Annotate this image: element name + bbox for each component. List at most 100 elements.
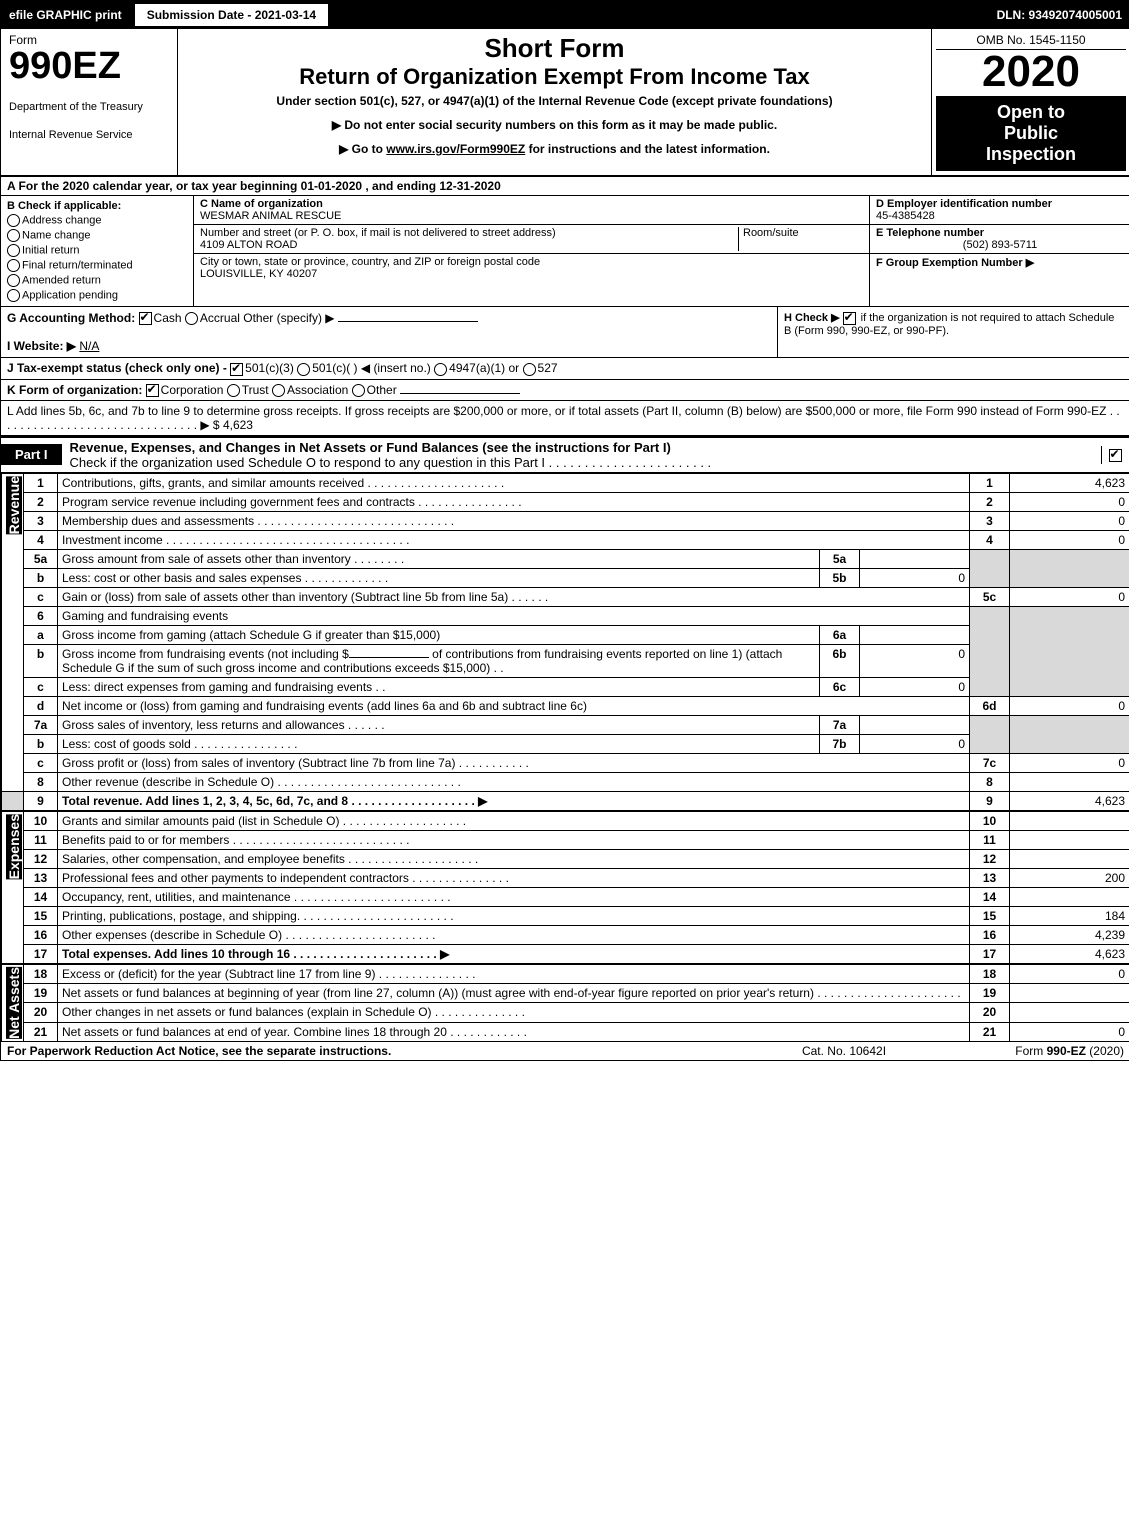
line-16-desc: Other expenses (describe in Schedule O) … [58, 925, 970, 944]
line-21-desc: Net assets or fund balances at end of ye… [58, 1022, 970, 1041]
line-2-desc: Program service revenue including govern… [58, 492, 970, 511]
checkbox-corporation[interactable] [146, 384, 159, 397]
checkbox-name-change[interactable] [7, 229, 20, 242]
line-6d-desc: Net income or (loss) from gaming and fun… [58, 696, 970, 715]
line-15-desc: Printing, publications, postage, and shi… [58, 906, 970, 925]
line-5b-desc: Less: cost or other basis and sales expe… [58, 568, 820, 587]
line-7a-desc: Gross sales of inventory, less returns a… [58, 715, 820, 734]
line-10-desc: Grants and similar amounts paid (list in… [58, 811, 970, 830]
group-exemption-label: F Group Exemption Number ▶ [876, 257, 1034, 269]
line-20-desc: Other changes in net assets or fund bala… [58, 1003, 970, 1022]
topbar: efile GRAPHIC print Submission Date - 20… [1, 1, 1129, 29]
box-b-title: B Check if applicable: [7, 200, 121, 212]
expenses-sidebar: Expenses [6, 814, 22, 879]
line-14-desc: Occupancy, rent, utilities, and maintena… [58, 887, 970, 906]
checkbox-amended-return[interactable] [7, 274, 20, 287]
line-5b-amt: 0 [860, 568, 970, 587]
line-9-amt: 4,623 [1010, 791, 1129, 810]
part-1-check-text: Check if the organization used Schedule … [70, 455, 712, 470]
part-1-badge: Part I [1, 444, 62, 465]
line-15-amt: 184 [1010, 906, 1129, 925]
city-label: City or town, state or province, country… [200, 256, 540, 268]
netassets-table: Net Assets 18 Excess or (deficit) for th… [1, 964, 1129, 1042]
line-13-desc: Professional fees and other payments to … [58, 868, 970, 887]
department-2: Internal Revenue Service [9, 129, 169, 141]
line-h: H Check ▶ if the organization is not req… [777, 307, 1129, 357]
title-return: Return of Organization Exempt From Incom… [186, 64, 923, 90]
line-16-amt: 4,239 [1010, 925, 1129, 944]
line-7c-desc: Gross profit or (loss) from sales of inv… [58, 753, 970, 772]
line-17-desc: Total expenses. Add lines 10 through 16 … [58, 944, 970, 963]
line-9-desc: Total revenue. Add lines 1, 2, 3, 4, 5c,… [58, 791, 970, 810]
line-8-desc: Other revenue (describe in Schedule O) .… [58, 772, 970, 791]
box-b: B Check if applicable: Address change Na… [1, 196, 194, 306]
line-7c-amt: 0 [1010, 753, 1129, 772]
line-5a-desc: Gross amount from sale of assets other t… [58, 549, 820, 568]
revenue-sidebar: Revenue [6, 476, 22, 534]
checkbox-4947[interactable] [434, 363, 447, 376]
line-6-desc: Gaming and fundraising events [58, 606, 970, 625]
line-4-desc: Investment income . . . . . . . . . . . … [58, 530, 970, 549]
ein: 45-4385428 [876, 210, 935, 222]
dln: DLN: 93492074005001 [989, 4, 1129, 26]
line-2-amt: 0 [1010, 492, 1129, 511]
line-21-amt: 0 [1010, 1022, 1129, 1041]
note-goto-pre: ▶ Go to [339, 142, 386, 156]
line-5c-desc: Gain or (loss) from sale of assets other… [58, 587, 970, 606]
box-def: D Employer identification number 45-4385… [869, 196, 1129, 306]
line-j: J Tax-exempt status (check only one) - 5… [1, 358, 1129, 379]
phone: (502) 893-5711 [876, 239, 1124, 251]
line-6c-desc: Less: direct expenses from gaming and fu… [58, 677, 820, 696]
line-1-desc: Contributions, gifts, grants, and simila… [58, 473, 970, 492]
footer-paperwork: For Paperwork Reduction Act Notice, see … [7, 1044, 764, 1058]
revenue-table: Revenue 1 Contributions, gifts, grants, … [1, 473, 1129, 811]
phone-label: E Telephone number [876, 227, 984, 239]
line-11-desc: Benefits paid to or for members . . . . … [58, 830, 970, 849]
checkbox-501c3[interactable] [230, 363, 243, 376]
line-18-desc: Excess or (deficit) for the year (Subtra… [58, 964, 970, 983]
line-13-amt: 200 [1010, 868, 1129, 887]
checkbox-other-org[interactable] [352, 384, 365, 397]
line-6c-amt: 0 [860, 677, 970, 696]
department-1: Department of the Treasury [9, 101, 169, 113]
checkbox-final-return[interactable] [7, 259, 20, 272]
website-label: I Website: ▶ [7, 339, 76, 353]
line-6a-desc: Gross income from gaming (attach Schedul… [58, 625, 820, 644]
line-18-amt: 0 [1010, 964, 1129, 983]
line-6d-amt: 0 [1010, 696, 1129, 715]
line-a: A For the 2020 calendar year, or tax yea… [1, 177, 1129, 196]
checkbox-501c[interactable] [297, 363, 310, 376]
footer-formid: Form 990-EZ (2020) [924, 1044, 1124, 1058]
line-19-desc: Net assets or fund balances at beginning… [58, 984, 970, 1003]
form-number: 990EZ [9, 47, 169, 85]
checkbox-application-pending[interactable] [7, 289, 20, 302]
efile-label: efile GRAPHIC print [1, 4, 130, 26]
box-c: C Name of organization WESMAR ANIMAL RES… [194, 196, 869, 306]
org-name-label: C Name of organization [200, 198, 323, 210]
checkbox-accrual[interactable] [185, 312, 198, 325]
checkbox-part1-schedo[interactable] [1109, 449, 1122, 462]
line-12-desc: Salaries, other compensation, and employ… [58, 849, 970, 868]
expenses-table: Expenses 10 Grants and similar amounts p… [1, 811, 1129, 964]
irs-link[interactable]: www.irs.gov/Form990EZ [386, 142, 525, 156]
line-3-amt: 0 [1010, 511, 1129, 530]
checkbox-trust[interactable] [227, 384, 240, 397]
checkbox-association[interactable] [272, 384, 285, 397]
part-1-title: Revenue, Expenses, and Changes in Net As… [70, 440, 671, 455]
street: 4109 ALTON ROAD [200, 239, 297, 251]
part-1-header: Part I Revenue, Expenses, and Changes in… [1, 436, 1129, 473]
footer-catno: Cat. No. 10642I [764, 1044, 924, 1058]
checkbox-address-change[interactable] [7, 214, 20, 227]
room-label: Room/suite [743, 227, 799, 239]
checkbox-cash[interactable] [139, 312, 152, 325]
checkbox-h[interactable] [843, 312, 856, 325]
city: LOUISVILLE, KY 40207 [200, 268, 317, 280]
title-short-form: Short Form [186, 33, 923, 64]
street-label: Number and street (or P. O. box, if mail… [200, 227, 556, 239]
line-6b-desc: Gross income from fundraising events (no… [58, 644, 820, 677]
footer-row: For Paperwork Reduction Act Notice, see … [1, 1042, 1129, 1060]
ein-label: D Employer identification number [876, 198, 1052, 210]
checkbox-527[interactable] [523, 363, 536, 376]
netassets-sidebar: Net Assets [6, 967, 22, 1039]
checkbox-initial-return[interactable] [7, 244, 20, 257]
